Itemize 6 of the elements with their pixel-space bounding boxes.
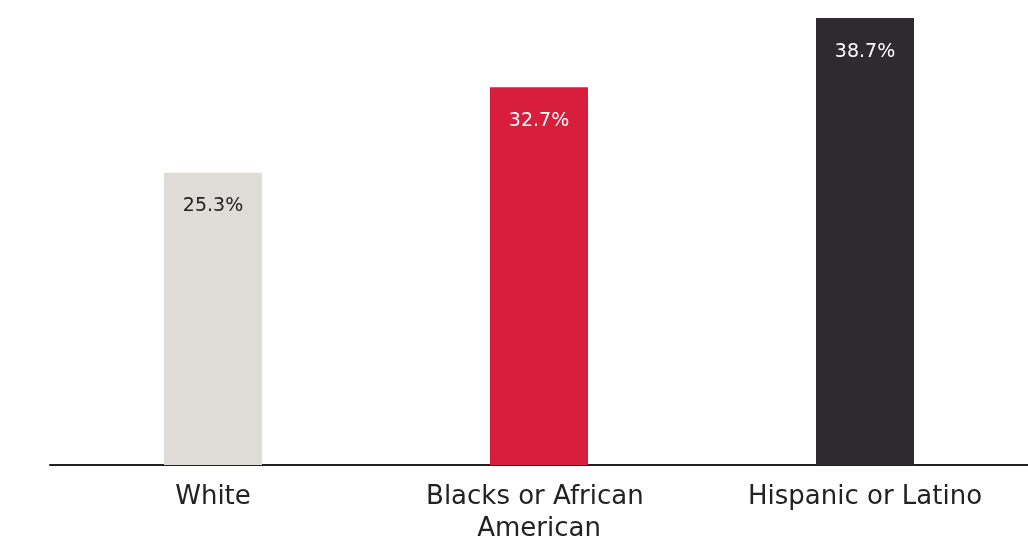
x-tick-label: Hispanic or Latino xyxy=(747,480,983,510)
x-tick-label: Blacks or African American xyxy=(426,480,652,542)
data-label: 38.7% xyxy=(834,38,896,61)
x-tick-label: White xyxy=(175,480,251,510)
data-label: 32.7% xyxy=(508,107,570,130)
data-label: 25.3% xyxy=(182,193,244,216)
